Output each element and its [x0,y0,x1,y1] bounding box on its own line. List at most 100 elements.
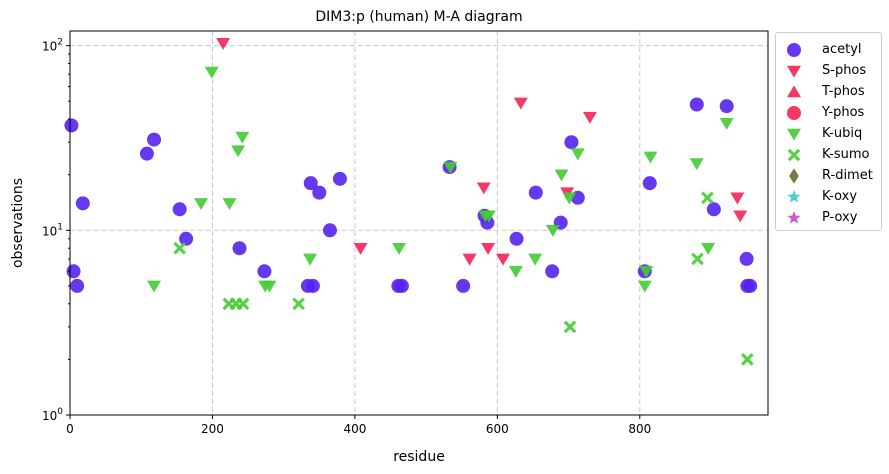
x-tick-label: 600 [486,422,509,436]
legend-label: Y-phos [822,105,865,120]
legend-marker-t-phos [787,84,801,97]
acetyl-point [706,202,721,217]
legend: acetyl S-phos T-phos Y-phos K-ubiq K-sumo R-di… [775,32,882,231]
k-ubiq-point [222,198,237,210]
acetyl-point [642,176,657,191]
acetyl-point [743,278,758,293]
legend-label: R-dimet [822,168,873,183]
legend-label: K-ubiq [822,126,863,141]
x-tick-label: 400 [343,422,366,436]
acetyl-point [739,251,754,266]
chart-title: DIM3:p (human) M-A diagram [315,9,522,25]
acetyl-point [564,135,579,150]
s-phos-point [496,253,511,266]
k-ubiq-point [481,210,496,223]
legend-marker-icon [787,105,801,120]
legend-marker-icon [787,84,801,97]
acetyl-point [257,264,272,279]
acetyl-point [305,278,320,293]
k-ubiq-point [303,253,318,266]
k-ubiq-point [508,266,523,278]
k-ubiq-point [701,242,716,255]
acetyl-point [312,185,327,200]
s-phos-point [481,242,496,255]
acetyl-point [303,176,318,191]
grid [70,31,768,415]
k-ubiq-point [231,145,246,158]
k-ubiq-point [639,266,654,278]
y-tick-label: 101 [42,222,63,238]
acetyl-point [147,132,162,147]
legend-marker-acetyl [787,42,801,57]
legend-item-y-phos: Y-phos [784,102,864,123]
x-tick-label: 0 [66,422,74,436]
k-sumo-point [236,297,250,311]
acetyl-point [545,264,560,279]
plot-frame [69,30,769,416]
legend-label: P-oxy [822,210,858,225]
legend-label: K-oxy [822,189,858,204]
k-ubiq-point [554,169,569,182]
legend-item-s-phos: S-phos [784,60,866,81]
legend-marker-k-ubiq [787,128,801,141]
acetyl-point [75,196,90,211]
k-ubiq-point [147,280,162,293]
k-ubiq-point [562,192,577,205]
legend-item-r-dimet: R-dimet [784,165,873,186]
k-ubiq-point [719,117,734,130]
acetyl-point [332,171,347,186]
y-axis-ticks: 100 101 102 [42,38,70,423]
s-phos-point [476,182,491,195]
k-ubiq-point [570,148,585,161]
legend-marker-r-dimet [789,167,799,184]
k-ubiq-point [637,280,652,293]
k-ubiq-point [204,66,219,79]
legend-label: K-sumo [822,147,870,162]
s-phos-point [216,38,231,50]
k-ubiq-point [262,280,277,293]
k-ubiq-point [689,158,704,171]
legend-marker-p-oxy [787,210,801,224]
legend-item-k-sumo: K-sumo [784,144,869,165]
legend-marker-icon [787,128,801,141]
acetyl-point [70,278,85,293]
x-axis-label: residue [393,449,445,465]
k-ubiq-point [194,198,209,210]
legend-marker-y-phos [787,105,801,120]
s-phos-point [730,192,745,205]
k-sumo-point [741,353,754,366]
legend-item-acetyl: acetyl [784,39,862,60]
legend-item-k-ubiq: K-ubiq [784,123,862,144]
acetyl-point [172,202,187,217]
k-ubiq-point [235,131,250,144]
legend-item-p-oxy: P-oxy [784,207,857,228]
s-phos-point [513,97,528,110]
k-sumo-point [173,241,186,255]
x-axis-ticks: 0 200 400 600 800 [66,415,651,436]
k-sumo-point [563,320,577,334]
y-tick-label: 100 [42,407,63,423]
acetyl-point [232,241,247,256]
legend-marker-icon [787,210,801,224]
k-ubiq-point [643,151,658,164]
y-tick-label: 102 [42,38,63,54]
acetyl-point [139,146,154,161]
acetyl-point [528,185,543,200]
k-ubiq-point [545,225,560,237]
acetyl-point [322,223,337,238]
x-tick-label: 800 [628,422,651,436]
legend-marker-k-sumo [787,148,801,161]
acetyl-point [394,278,409,293]
k-sumo-point [292,297,305,311]
data-points [64,38,758,366]
legend-marker-icon [787,189,801,203]
legend-marker-icon [787,42,801,57]
legend-item-k-oxy: K-oxy [784,186,857,207]
k-sumo-point [691,252,704,266]
s-phos-point [353,242,368,255]
acetyl-point [64,118,79,133]
legend-label: acetyl [822,42,862,57]
legend-label: S-phos [822,63,867,78]
acetyl-point [719,99,734,114]
